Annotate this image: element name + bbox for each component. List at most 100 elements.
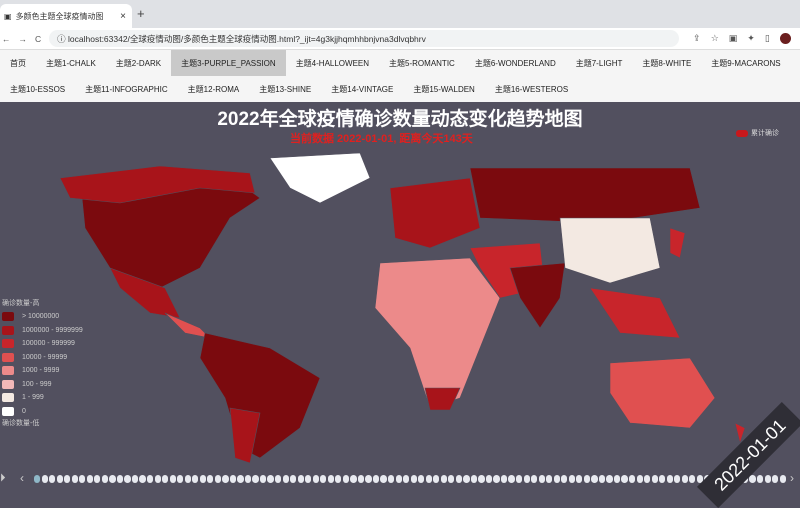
timeline-dot[interactable] (109, 475, 116, 483)
timeline-dot[interactable] (139, 475, 146, 483)
timeline-dot[interactable] (259, 475, 267, 483)
legend-piece[interactable]: 100 - 999 (2, 378, 83, 392)
country-china[interactable] (559, 217, 661, 284)
legend-piece[interactable]: 0 (2, 405, 83, 419)
timeline-dot[interactable] (380, 475, 387, 483)
timeline-dot[interactable] (94, 475, 101, 483)
timeline-dot[interactable] (222, 475, 229, 483)
legend-piece[interactable]: 100000 - 999999 (2, 337, 83, 351)
timeline-dot[interactable] (79, 475, 86, 483)
timeline-dot[interactable] (440, 475, 447, 483)
timeline-dot[interactable] (305, 475, 312, 483)
timeline-dot[interactable] (493, 475, 500, 483)
timeline-dot[interactable] (131, 475, 139, 483)
legend-piece[interactable]: 10000 - 99999 (2, 351, 83, 365)
timeline-dot[interactable] (757, 475, 764, 483)
timeline-dot[interactable] (229, 475, 237, 483)
play-icon[interactable]: ⏵ (0, 472, 6, 484)
country-russia[interactable] (469, 167, 701, 224)
timeline-dot[interactable] (282, 475, 289, 483)
country-argentina[interactable] (229, 407, 261, 464)
nav-item[interactable]: 主题8-WHITE (642, 58, 692, 68)
timeline-dot[interactable] (508, 475, 515, 483)
timeline-dot[interactable] (621, 475, 628, 483)
timeline-dot[interactable] (162, 475, 169, 483)
country-japan[interactable] (669, 227, 686, 259)
timeline-dot[interactable] (342, 475, 350, 483)
timeline-dot[interactable] (64, 475, 71, 483)
nav-item[interactable]: 主题1-CHALK (46, 58, 96, 68)
timeline-dot[interactable] (267, 475, 274, 483)
timeline-dot[interactable] (448, 475, 455, 483)
timeline-dot[interactable] (583, 475, 591, 483)
timeline-dot[interactable] (372, 475, 380, 483)
close-tab-icon[interactable]: × (120, 10, 126, 22)
timeline-dot[interactable] (387, 475, 395, 483)
timeline-dot[interactable] (177, 475, 184, 483)
timeline-dot[interactable] (531, 475, 538, 483)
timeline-dot[interactable] (598, 475, 606, 483)
puzzle-icon[interactable]: ✦ (747, 33, 755, 43)
timeline-dot[interactable] (470, 475, 478, 483)
url-field[interactable]: ⓘ localhost:63342/全球疫情动图/多颜色主题全球疫情动图.htm… (49, 30, 680, 47)
timeline-dot[interactable] (613, 475, 621, 483)
timeline-dot[interactable] (116, 475, 124, 483)
timeline-dot[interactable] (546, 475, 553, 483)
nav-item[interactable]: 主题7-LIGHT (575, 58, 623, 68)
timeline-dot[interactable] (146, 475, 154, 483)
nav-item[interactable]: 主题12-ROMA (187, 84, 240, 94)
timeline-dot[interactable] (214, 475, 221, 483)
browser-tab[interactable]: ▣ 多颜色主题全球疫情动图 × (0, 4, 132, 28)
timeline-dot[interactable] (644, 475, 651, 483)
new-tab-button[interactable]: + (137, 6, 145, 21)
nav-item[interactable]: 主题3-PURPLE_PASSION (171, 50, 286, 76)
timeline-dot[interactable] (49, 475, 56, 483)
nav-item[interactable]: 主题9-MACARONS (711, 58, 781, 68)
country-india[interactable] (509, 262, 566, 329)
legend-piece[interactable]: 1000 - 9999 (2, 364, 83, 378)
timeline-dot[interactable] (101, 475, 109, 483)
timeline-dot[interactable] (41, 475, 48, 483)
timeline-dot[interactable] (34, 475, 41, 483)
bookmark-star-icon[interactable]: ☆ (710, 33, 719, 43)
forward-icon[interactable]: → (18, 33, 28, 44)
timeline-dot[interactable] (749, 475, 756, 483)
timeline-dot[interactable] (628, 475, 636, 483)
country-south-america[interactable] (199, 332, 321, 459)
nav-item[interactable]: 主题2-DARK (115, 58, 162, 68)
nav-item[interactable]: 首页 (10, 58, 26, 68)
legend-piece[interactable]: > 10000000 (2, 310, 83, 324)
next-icon[interactable]: › (790, 471, 794, 485)
timeline-dot[interactable] (659, 475, 666, 483)
nav-item[interactable]: 主题14-VINTAGE (331, 84, 394, 94)
world-map[interactable] (0, 148, 800, 470)
timeline-dot[interactable] (252, 475, 259, 483)
timeline-dot[interactable] (237, 475, 244, 483)
timeline-dot[interactable] (56, 475, 63, 483)
timeline-dot[interactable] (538, 475, 545, 483)
timeline-dot[interactable] (636, 475, 643, 483)
timeline-dot[interactable] (403, 475, 410, 483)
timeline-dot[interactable] (312, 475, 319, 483)
country-mexico[interactable] (109, 267, 181, 319)
timeline-dot[interactable] (192, 475, 199, 483)
timeline-dot[interactable] (327, 475, 334, 483)
timeline-dot[interactable] (244, 475, 252, 483)
timeline-track[interactable] (34, 475, 786, 483)
share-icon[interactable]: ⇪ (693, 33, 701, 43)
avatar[interactable] (779, 33, 791, 44)
nav-item[interactable]: 主题16-WESTEROS (494, 84, 569, 94)
series-legend[interactable]: 累计确诊 (736, 128, 779, 138)
timeline-dot[interactable] (357, 475, 365, 483)
timeline-dot[interactable] (425, 475, 432, 483)
timeline-dot[interactable] (651, 475, 658, 483)
country-africa[interactable] (374, 257, 501, 409)
timeline-dot[interactable] (478, 475, 485, 483)
nav-item[interactable]: 主题10-ESSOS (10, 84, 66, 94)
timeline-dot[interactable] (553, 475, 560, 483)
timeline-dot[interactable] (71, 475, 78, 483)
timeline-dot[interactable] (689, 475, 696, 483)
legend-piece[interactable]: 1 - 999 (2, 391, 83, 405)
timeline-dot[interactable] (418, 475, 425, 483)
nav-item[interactable]: 主题4-HALLOWEEN (295, 58, 370, 68)
